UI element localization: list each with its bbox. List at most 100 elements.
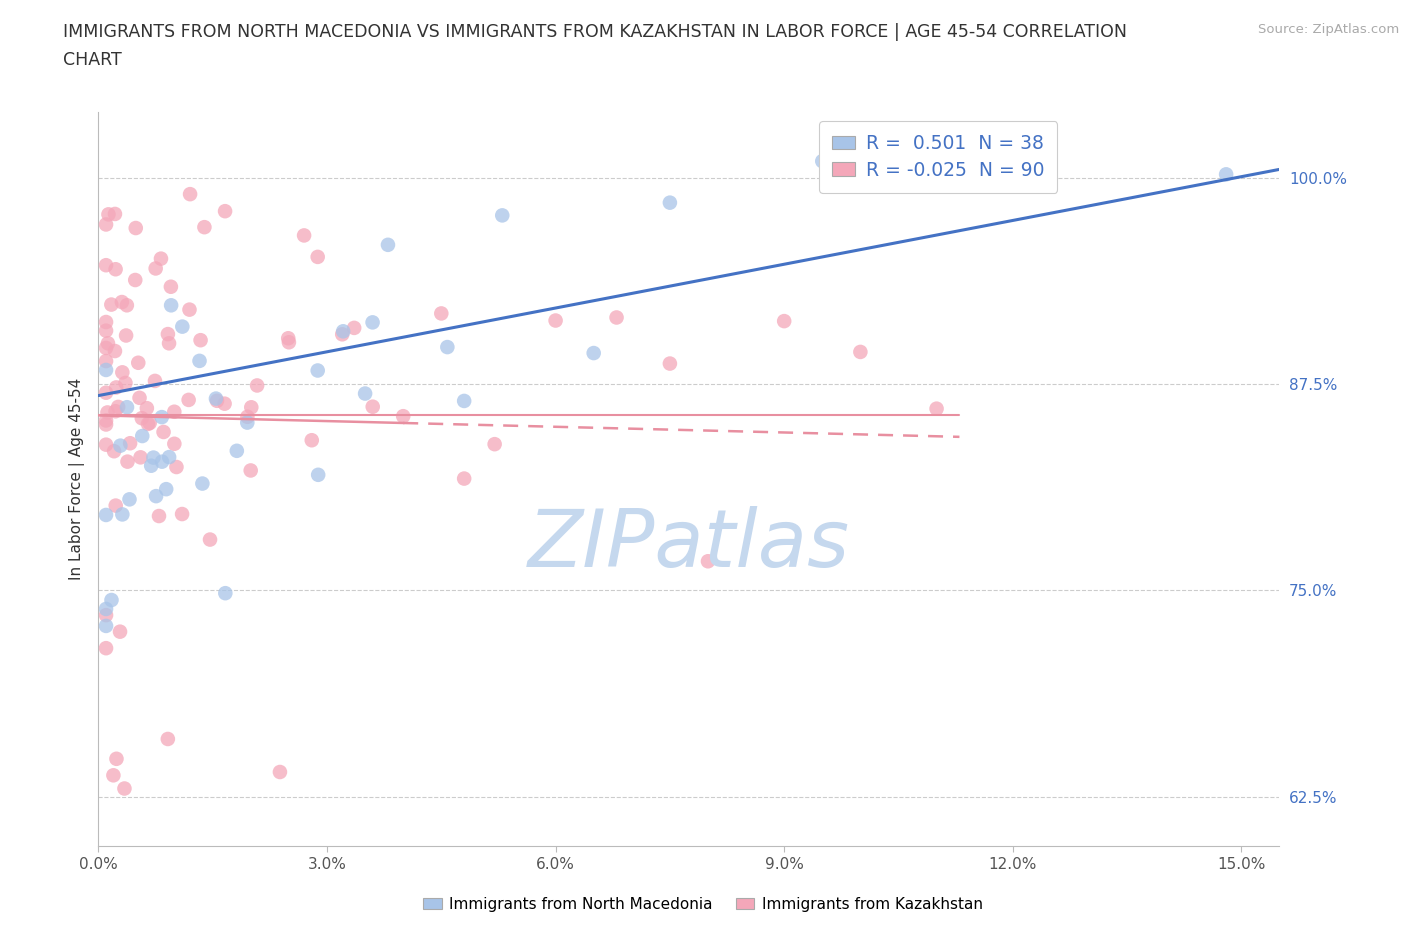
Point	[145, 261, 167, 276]
Point	[107, 400, 129, 415]
Point	[606, 310, 628, 325]
Point	[94, 385, 117, 400]
Text: CHART: CHART	[63, 51, 122, 69]
Point	[205, 392, 228, 406]
Point	[1215, 166, 1237, 181]
Point	[155, 482, 177, 497]
Point	[114, 781, 136, 796]
Point	[94, 602, 117, 617]
Point	[94, 353, 117, 368]
Point	[177, 392, 200, 407]
Point	[361, 399, 384, 414]
Point	[246, 378, 269, 392]
Point	[94, 618, 117, 633]
Point	[179, 187, 201, 202]
Point	[436, 339, 458, 354]
Point	[156, 326, 179, 341]
Point	[361, 315, 384, 330]
Point	[225, 444, 247, 458]
Point	[544, 313, 567, 328]
Point	[94, 324, 117, 339]
Point	[491, 208, 513, 223]
Point	[214, 204, 236, 219]
Point	[152, 424, 174, 439]
Point	[105, 380, 128, 395]
Point	[100, 297, 122, 312]
Point	[110, 438, 132, 453]
Point	[277, 331, 299, 346]
Point	[157, 336, 180, 351]
Point	[239, 463, 262, 478]
Point	[114, 376, 136, 391]
Point	[307, 249, 329, 264]
Point	[94, 363, 117, 378]
Point	[240, 400, 263, 415]
Point	[117, 454, 139, 469]
Point	[111, 295, 134, 310]
Point	[269, 764, 291, 779]
Point	[582, 346, 605, 361]
Text: ZIPatlas: ZIPatlas	[527, 506, 851, 584]
Point	[141, 458, 163, 473]
Point	[97, 336, 120, 351]
Point	[163, 405, 186, 419]
Point	[115, 400, 138, 415]
Point	[145, 488, 167, 503]
Point	[94, 258, 117, 272]
Point	[150, 410, 173, 425]
Point	[94, 417, 117, 432]
Point	[94, 314, 117, 329]
Point	[104, 404, 127, 418]
Y-axis label: In Labor Force | Age 45-54: In Labor Force | Age 45-54	[69, 378, 84, 580]
Point	[172, 507, 194, 522]
Point	[236, 409, 259, 424]
Point	[301, 432, 323, 447]
Point	[118, 492, 141, 507]
Point	[125, 220, 148, 235]
Point	[332, 324, 354, 339]
Point	[392, 409, 415, 424]
Point	[658, 195, 681, 210]
Point	[166, 459, 188, 474]
Point	[214, 396, 236, 411]
Point	[149, 251, 172, 266]
Point	[94, 437, 117, 452]
Point	[193, 219, 215, 234]
Point	[453, 472, 475, 486]
Text: IMMIGRANTS FROM NORTH MACEDONIA VS IMMIGRANTS FROM KAZAKHSTAN IN LABOR FORCE | A: IMMIGRANTS FROM NORTH MACEDONIA VS IMMIG…	[63, 23, 1128, 41]
Point	[131, 411, 153, 426]
Point	[205, 393, 228, 408]
Point	[277, 335, 299, 350]
Point	[111, 507, 134, 522]
Point	[198, 532, 221, 547]
Point	[115, 328, 138, 343]
Point	[120, 436, 142, 451]
Point	[430, 306, 453, 321]
Point	[111, 365, 134, 379]
Point	[160, 279, 183, 294]
Point	[94, 413, 117, 428]
Point	[330, 326, 353, 341]
Point	[658, 356, 681, 371]
Point	[104, 343, 127, 358]
Point	[94, 607, 117, 622]
Point	[377, 237, 399, 252]
Point	[104, 206, 127, 221]
Point	[104, 262, 127, 277]
Point	[172, 319, 194, 334]
Point	[292, 228, 315, 243]
Point	[773, 313, 796, 328]
Point	[143, 374, 166, 389]
Point	[214, 586, 236, 601]
Point	[94, 217, 117, 232]
Point	[104, 498, 127, 513]
Text: Source: ZipAtlas.com: Source: ZipAtlas.com	[1258, 23, 1399, 36]
Point	[354, 386, 377, 401]
Point	[925, 401, 948, 416]
Point	[97, 206, 120, 221]
Point	[96, 405, 118, 419]
Point	[811, 153, 834, 168]
Point	[128, 391, 150, 405]
Point	[124, 272, 146, 287]
Point	[179, 302, 201, 317]
